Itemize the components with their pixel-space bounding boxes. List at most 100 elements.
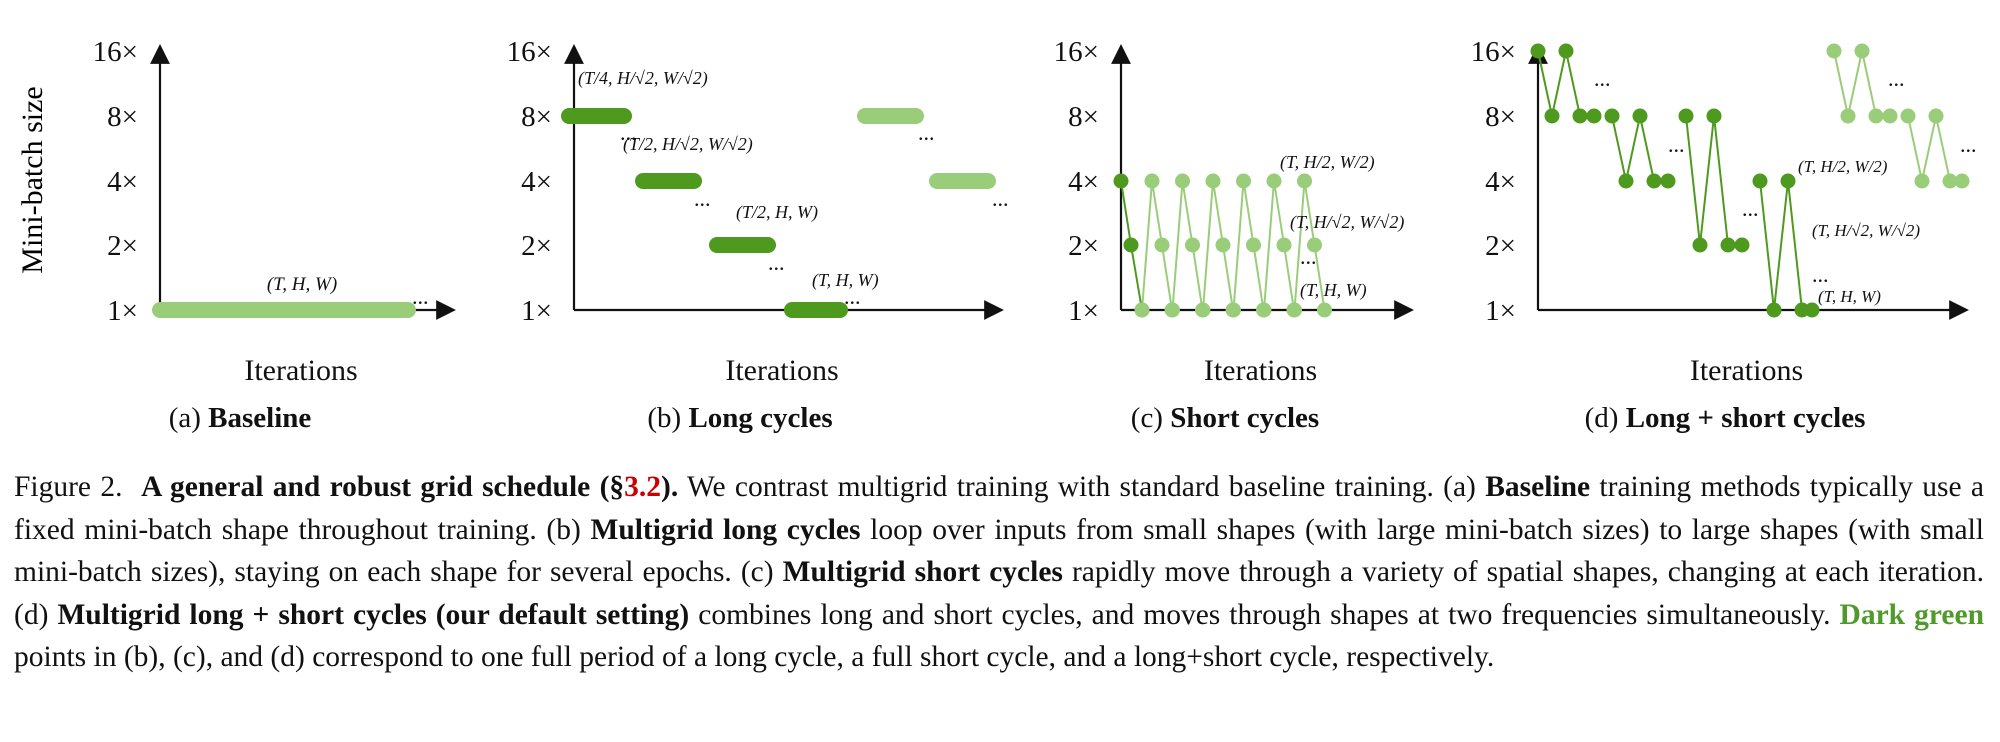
- series-point: [1804, 302, 1820, 318]
- y-tick-label: 2×: [107, 230, 138, 262]
- series-point: [1297, 173, 1312, 189]
- series-point: [1780, 173, 1796, 189]
- series-line: [1537, 50, 1594, 117]
- series-point: [1530, 43, 1546, 59]
- y-tick-label: 4×: [521, 166, 552, 198]
- x-axis-label: Iterations: [725, 354, 838, 387]
- y-tick-label: 1×: [1485, 295, 1516, 327]
- y-tick-label: 1×: [521, 295, 552, 327]
- panel-c-label: (c) Short cycles: [1130, 402, 1320, 434]
- y-tick-label: 8×: [1485, 101, 1516, 133]
- series-point: [1954, 173, 1970, 189]
- ellipsis: ...: [768, 250, 785, 275]
- series-line: [1611, 115, 1668, 182]
- series-line: [1759, 180, 1812, 311]
- series-point: [1646, 173, 1662, 189]
- series-point: [1226, 302, 1241, 318]
- series-point: [1632, 108, 1648, 124]
- shape-label: (T, H/2, W/2): [1280, 152, 1375, 173]
- figure-caption: Figure 2. A general and robust grid sche…: [14, 471, 1985, 673]
- series-point: [1256, 302, 1272, 318]
- y-tick-label: 8×: [521, 101, 552, 133]
- shape-label: (T, H, W): [812, 270, 879, 291]
- series-point: [1586, 108, 1602, 124]
- y-tick-label: 4×: [107, 166, 138, 198]
- shape-label: (T, H/√2, W/√2): [1290, 212, 1404, 233]
- x-axis-label: Iterations: [244, 354, 357, 387]
- ellipsis: ...: [844, 284, 861, 309]
- y-tick-label: 8×: [1068, 101, 1099, 133]
- series-point: [1928, 108, 1944, 124]
- y-tick-label: 16×: [507, 36, 552, 68]
- section-ref-link[interactable]: 3.2: [624, 471, 662, 503]
- y-tick-label: 2×: [1068, 230, 1099, 262]
- series-point: [1752, 173, 1768, 189]
- shape-label: (T, H/2, W/2): [1798, 157, 1888, 176]
- series-point: [1868, 108, 1884, 124]
- series-point: [1660, 173, 1676, 189]
- y-tick-label: 16×: [1471, 36, 1516, 68]
- figure-2-schedules: 1× 2× 4× 8× 16× Iterations 1× 2× 4× 8× 16× Iteratio…: [16, 36, 1977, 387]
- series-point: [1165, 302, 1180, 318]
- shape-label: (T, H/√2, W/√2): [1812, 221, 1920, 240]
- ellipsis: ...: [412, 284, 429, 309]
- series-point: [1914, 173, 1930, 189]
- series-point: [1246, 237, 1261, 253]
- ellipsis: ...: [620, 120, 637, 145]
- y-tick-label: 1×: [107, 295, 138, 327]
- ellipsis: ...: [1594, 66, 1611, 91]
- series-point: [1692, 237, 1708, 253]
- y-axis-label: Mini-batch size: [16, 86, 49, 273]
- y-tick-label: 4×: [1485, 166, 1516, 198]
- ellipsis: ...: [1812, 262, 1829, 287]
- series-point: [1195, 302, 1211, 318]
- panel-a-label: (a) Baseline: [168, 402, 312, 434]
- shape-label: (T, H, W): [1300, 280, 1367, 301]
- series-point: [1175, 173, 1190, 189]
- series-point: [1854, 43, 1870, 59]
- ellipsis: ...: [1960, 132, 1977, 157]
- series-point: [1266, 173, 1282, 189]
- shape-label: (T/2, H/√2, W/√2): [623, 134, 753, 155]
- series-point: [1544, 108, 1560, 124]
- series-point: [1900, 108, 1916, 124]
- ellipsis: ...: [992, 186, 1009, 211]
- series-point: [1185, 237, 1200, 253]
- series-point: [1317, 302, 1332, 318]
- series-point: [1840, 108, 1856, 124]
- y-tick-label: 1×: [1068, 295, 1099, 327]
- series-point: [1154, 237, 1170, 253]
- ellipsis: ...: [1742, 196, 1759, 221]
- series-point: [1287, 302, 1302, 318]
- series-point: [1572, 108, 1588, 124]
- ellipsis: ...: [1888, 66, 1905, 91]
- x-axis-label: Iterations: [1204, 354, 1317, 387]
- series-point: [1706, 108, 1722, 124]
- panel-b-label: (b) Long cycles: [647, 402, 833, 434]
- series-point: [1604, 108, 1620, 124]
- y-tick-label: 16×: [93, 36, 138, 68]
- series-point: [1123, 237, 1139, 253]
- panel-d-label: (d) Long + short cycles: [1584, 402, 1866, 434]
- shape-label: (T/4, H/√2, W/√2): [578, 68, 708, 89]
- series-line: [1907, 115, 1962, 182]
- series-point: [1618, 173, 1634, 189]
- series-line: [1833, 50, 1890, 117]
- y-tick-label: 2×: [1485, 230, 1516, 262]
- series-point: [1134, 302, 1150, 318]
- series-point: [1236, 173, 1251, 189]
- series-point: [1215, 237, 1231, 253]
- x-axis-label: Iterations: [1690, 354, 1803, 387]
- series-line: [1685, 115, 1742, 246]
- series-point: [1882, 108, 1898, 124]
- ellipsis: ...: [1668, 132, 1685, 157]
- shape-label: (T/2, H, W): [736, 202, 818, 223]
- shape-label: (T, H, W): [1818, 287, 1881, 306]
- series-point: [1720, 237, 1736, 253]
- series-point: [1113, 173, 1129, 189]
- ellipsis: ...: [918, 120, 935, 145]
- y-tick-label: 4×: [1068, 166, 1099, 198]
- series-point: [1734, 237, 1750, 253]
- series-point: [1276, 237, 1292, 253]
- series-point: [1942, 173, 1958, 189]
